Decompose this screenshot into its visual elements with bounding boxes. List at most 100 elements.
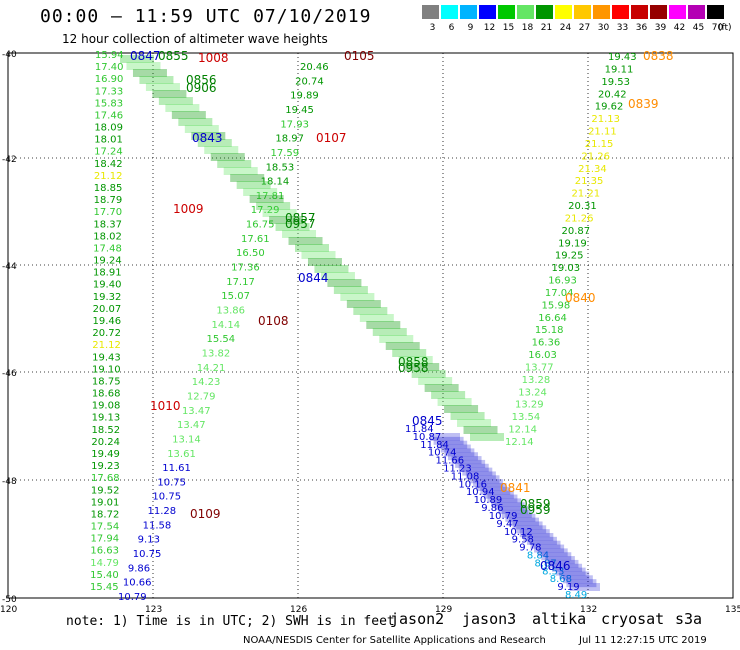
west-track-value: 19.32	[93, 292, 122, 303]
swath-mark	[282, 230, 317, 238]
diagonal-track-value: 9.78	[519, 543, 541, 554]
legend-altika: altika	[532, 610, 587, 628]
mid-track-value: 20.46	[300, 62, 329, 73]
swath-mark	[398, 356, 433, 364]
footer-timestamp: Jul 11 12:27:15 UTC 2019	[579, 635, 707, 646]
swath-mark	[139, 76, 174, 84]
west-track-value: 19.43	[92, 352, 121, 363]
east-track-value: 21.26	[565, 213, 594, 224]
east-track-value: 16.93	[548, 276, 577, 287]
west-track-value: 17.48	[93, 243, 122, 254]
diagonal-track-value: 8.68	[550, 574, 572, 585]
pass-time-label: 0847	[130, 49, 161, 63]
swath-mark	[392, 349, 427, 357]
pass-time-label: 0109	[190, 507, 221, 521]
swath-mark	[508, 517, 539, 526]
scale-label: 42	[673, 23, 686, 33]
swath-mark	[473, 479, 504, 488]
swath-mark	[447, 452, 478, 461]
swath-mark	[320, 272, 355, 280]
west-track-value: 19.08	[92, 401, 121, 412]
swath-mark	[301, 251, 336, 259]
mid-track-value: 13.47	[177, 420, 206, 431]
pass-time-label: 1009	[173, 202, 204, 216]
mid-track-value: 16.75	[246, 220, 275, 231]
mid-track-value: 13.14	[172, 434, 201, 445]
swath-mark	[519, 529, 550, 538]
swath-mark	[548, 559, 579, 568]
east-track-value: 13.29	[515, 400, 544, 411]
swath-mark	[457, 419, 492, 427]
swath-mark	[430, 433, 460, 441]
east-track-value: 21.15	[585, 139, 614, 150]
swath-mark	[530, 540, 561, 549]
west-track-value: 15.94	[95, 50, 124, 61]
swath-mark	[269, 216, 304, 224]
legend-jason3: jason3	[462, 610, 517, 628]
west-track-value: 17.70	[94, 207, 123, 218]
mid-track-value: 19.89	[290, 91, 319, 102]
west-track-value: 17.68	[91, 473, 120, 484]
swath-mark	[566, 579, 597, 588]
east-track-value: 16.64	[538, 313, 567, 324]
east-track-value: 16.03	[528, 350, 557, 361]
pass-time-label: 0843	[192, 131, 223, 145]
swath-mark	[385, 342, 420, 350]
diagonal-track-value: 9.19	[557, 582, 579, 593]
west-track-value: 21.12	[92, 340, 121, 351]
mid-track-value: 10.75	[133, 549, 162, 560]
swath-mark	[523, 533, 554, 541]
west-track-value: 18.01	[94, 135, 123, 146]
pass-time-label: 0906	[186, 81, 217, 95]
pass-time-label: 0958	[398, 361, 429, 375]
pass-time-label: 0107	[316, 131, 347, 145]
west-track-value: 20.07	[93, 304, 122, 315]
swath-mark	[440, 444, 471, 453]
scale-label: 18	[521, 23, 534, 33]
east-track-value: 13.28	[522, 375, 551, 386]
swath-mark	[559, 571, 590, 580]
east-track-value: 16.36	[532, 338, 561, 349]
lon-tick-label: 129	[435, 605, 452, 615]
diagonal-track-value: 10.74	[428, 448, 457, 459]
swath-mark	[191, 132, 226, 140]
lon-tick-label: 132	[580, 605, 597, 615]
scale-label: 45	[692, 23, 705, 33]
lat-tick-label: -48	[2, 477, 17, 487]
legend-jason2: jason2	[390, 610, 445, 628]
mid-track-value: 14.23	[192, 377, 221, 388]
page-title: 00:00 – 11:59 UTC 07/10/2019	[40, 6, 372, 27]
east-track-value: 19.03	[552, 263, 581, 274]
swath-mark	[555, 567, 586, 576]
lon-tick-label: 135	[725, 605, 740, 615]
mid-track-value: 17.59	[270, 148, 299, 159]
scale-swatch	[479, 5, 496, 19]
east-track-value: 21.21	[571, 189, 600, 200]
swath-mark	[236, 181, 271, 189]
west-track-value: 21.12	[94, 171, 123, 182]
scale-label: 9	[467, 23, 474, 33]
scale-swatch	[555, 5, 572, 19]
scale-swatch	[460, 5, 477, 19]
scale-swatch	[536, 5, 553, 19]
diagonal-track-value: 10.94	[466, 487, 495, 498]
scale-swatch	[441, 5, 458, 19]
swath-mark	[126, 62, 161, 70]
units-note: note: 1) Time is in UTC; 2) SWH is in fe…	[66, 614, 395, 629]
east-track-value: 17.04	[545, 288, 574, 299]
lat-tick-label: -46	[2, 369, 17, 379]
diagonal-track-value: 11.23	[443, 464, 472, 475]
swath-mark	[184, 125, 219, 133]
west-track-value: 18.72	[91, 509, 120, 520]
scale-label: 39	[654, 23, 667, 33]
swath-mark	[165, 104, 200, 112]
west-track-value: 17.40	[95, 62, 124, 73]
east-track-value: 21.13	[591, 114, 620, 125]
page-subtitle: 12 hour collection of altimeter wave hei…	[62, 32, 328, 46]
east-track-value: 12.14	[508, 425, 537, 436]
scale-label: 27	[578, 23, 591, 33]
swath-mark	[256, 202, 291, 210]
scale-label: 21	[540, 23, 553, 33]
swath-mark	[418, 377, 453, 385]
swath-mark	[526, 536, 557, 545]
